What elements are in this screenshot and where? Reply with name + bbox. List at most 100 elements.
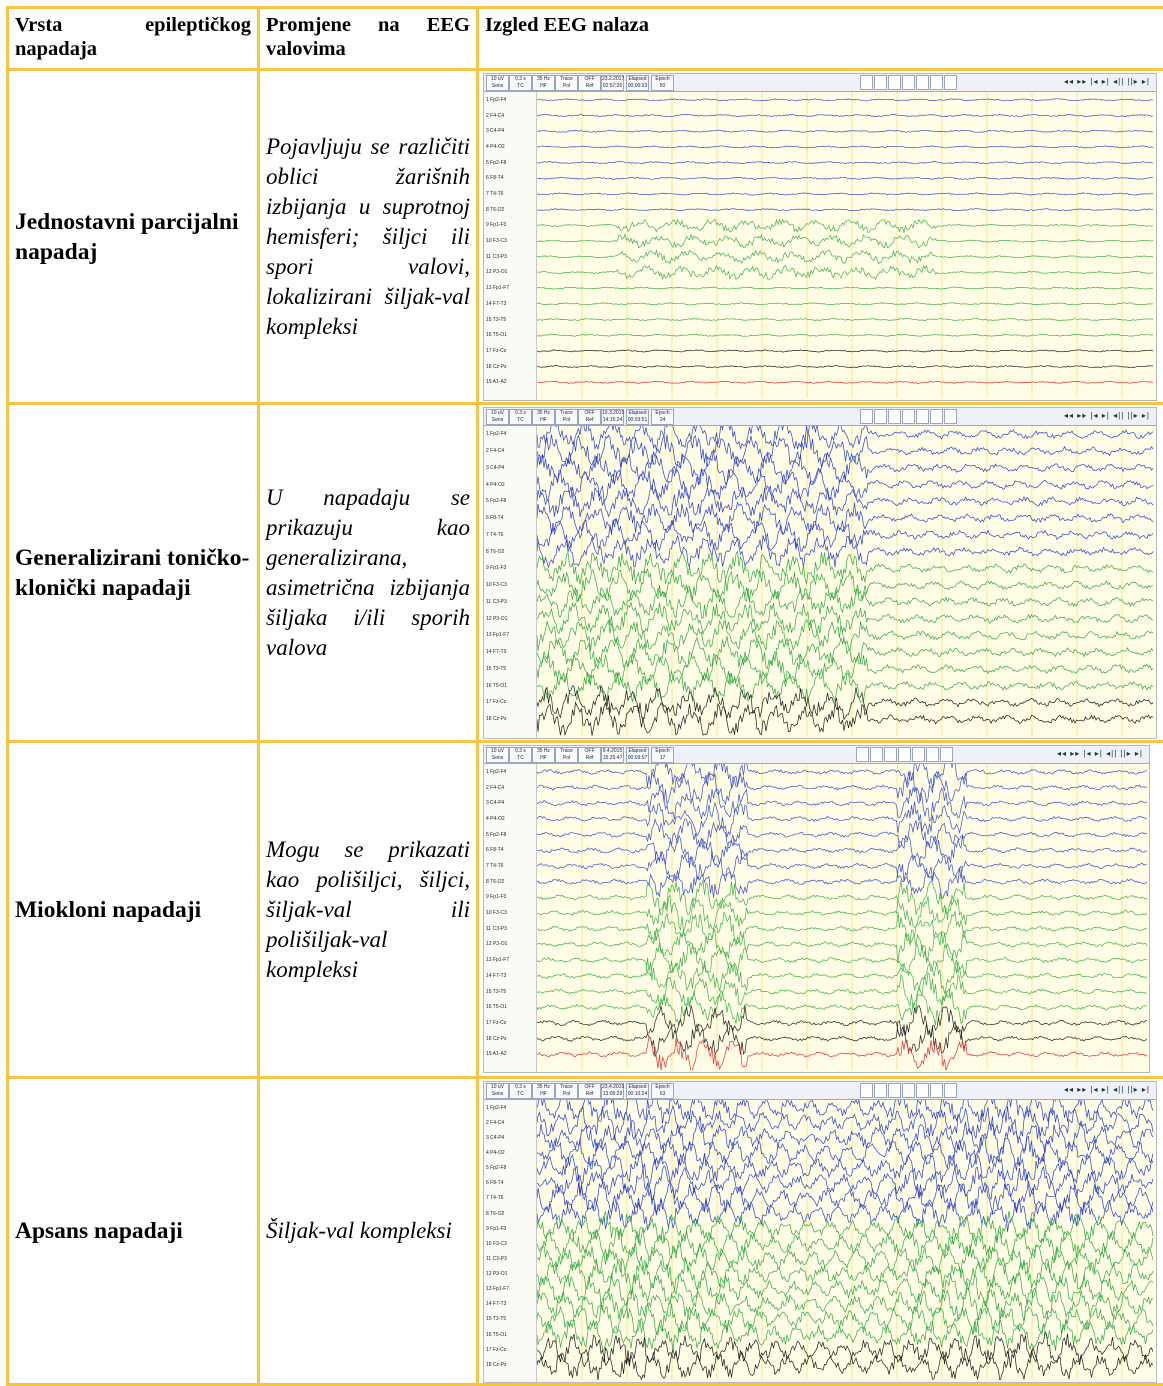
toolbar-tool-icon[interactable] <box>930 75 943 90</box>
eeg-channel-trace <box>537 162 1153 164</box>
toolbar-tool-icon[interactable] <box>902 1083 915 1098</box>
eeg-channel-trace <box>537 287 1153 289</box>
toolbar-tool-icon[interactable] <box>912 747 925 762</box>
channel-label: 11 C3-P3 <box>486 254 507 260</box>
toolbar-tool-icon[interactable] <box>870 747 883 762</box>
channel-label: 2 F4-C4 <box>486 1120 504 1126</box>
toolbar-tool-icon[interactable] <box>902 75 915 90</box>
toolbar-tool-icon[interactable] <box>874 75 887 90</box>
toolbar-tool-icon[interactable] <box>930 1083 943 1098</box>
eeg-channel-trace <box>537 819 1147 852</box>
channel-label: 5 Fp2-F8 <box>486 832 506 838</box>
channel-label: 10 F3-C3 <box>486 582 507 588</box>
channel-label: 7 T4-T6 <box>486 1195 503 1201</box>
toolbar-tool-icon[interactable] <box>944 75 957 90</box>
channel-label: 9 Fp1-F3 <box>486 565 506 571</box>
playback-nav-icons[interactable]: ◂◂ ▸▸ |◂ ▸| ◂|| ||▸ ▸| <box>1064 411 1150 420</box>
channel-label: 19 A1-A2 <box>486 379 507 385</box>
toolbar-tool-icon[interactable] <box>888 409 901 424</box>
channel-label: 6 F8-T4 <box>486 847 504 853</box>
toolbar-tool-icon[interactable] <box>902 409 915 424</box>
channel-label: 15 T3-T5 <box>486 666 506 672</box>
toolbar-tool-icon[interactable] <box>944 409 957 424</box>
eeg-channel-trace <box>537 234 1153 248</box>
toolbar-tool-icon[interactable] <box>930 409 943 424</box>
toolbar-tool-icon[interactable] <box>944 1083 957 1098</box>
eeg-channel-trace <box>537 219 1153 232</box>
eeg-channel-trace <box>537 518 1153 551</box>
toolbar-tool-icon[interactable] <box>874 409 887 424</box>
toolbar-tool-icon[interactable] <box>874 1083 887 1098</box>
channel-label: 9 Fp1-F3 <box>486 894 506 900</box>
toolbar-tool-icon[interactable] <box>940 747 953 762</box>
toolbar-tool-icon[interactable] <box>888 1083 901 1098</box>
toolbar-tool-icon[interactable] <box>884 747 897 762</box>
eeg-channel-trace <box>537 334 1153 336</box>
channel-label: 5 Fp2-F8 <box>486 498 506 504</box>
playback-nav-icons[interactable]: ◂◂ ▸▸ |◂ ▸| ◂|| ||▸ ▸| <box>1064 77 1150 86</box>
eeg-channel-trace <box>537 381 1153 383</box>
toolbar-tool-icon[interactable] <box>916 75 929 90</box>
eeg-traces <box>537 426 1154 736</box>
toolbar-tool-icon[interactable] <box>898 747 911 762</box>
toolbar-tool-icon[interactable] <box>860 1083 873 1098</box>
toolbar-tool-icon[interactable] <box>860 75 873 90</box>
toolbar-tool-icon[interactable] <box>916 1083 929 1098</box>
table-row: Apsans napadaji Šiljak-val kompleksi 10 … <box>8 1078 1163 1385</box>
channel-label: 4 P4-O2 <box>486 1150 505 1156</box>
channel-label: 3 C4-P4 <box>486 800 504 806</box>
eeg-channel-trace <box>537 318 1153 320</box>
toolbar-tool-icon[interactable] <box>856 747 869 762</box>
toolbar-tool-icon[interactable] <box>860 409 873 424</box>
eeg-channel-trace <box>537 569 1153 603</box>
toolbar-tool-icon[interactable] <box>926 747 939 762</box>
channel-label: 13 Fp1-F7 <box>486 632 509 638</box>
toolbar-tool-icon[interactable] <box>888 75 901 90</box>
channel-label: 18 Cz-Pz <box>486 1036 507 1042</box>
toolbar-tool-icon[interactable] <box>916 409 929 424</box>
channel-label: 1 Fp2-F4 <box>486 97 506 103</box>
eeg-channel-trace <box>537 764 1147 788</box>
playback-nav-icons[interactable]: ◂◂ ▸▸ |◂ ▸| ◂|| ||▸ ▸| <box>1057 749 1143 758</box>
playback-nav-icons[interactable]: ◂◂ ▸▸ |◂ ▸| ◂|| ||▸ ▸| <box>1064 1085 1150 1094</box>
channel-label: 16 T5-O1 <box>486 683 507 689</box>
